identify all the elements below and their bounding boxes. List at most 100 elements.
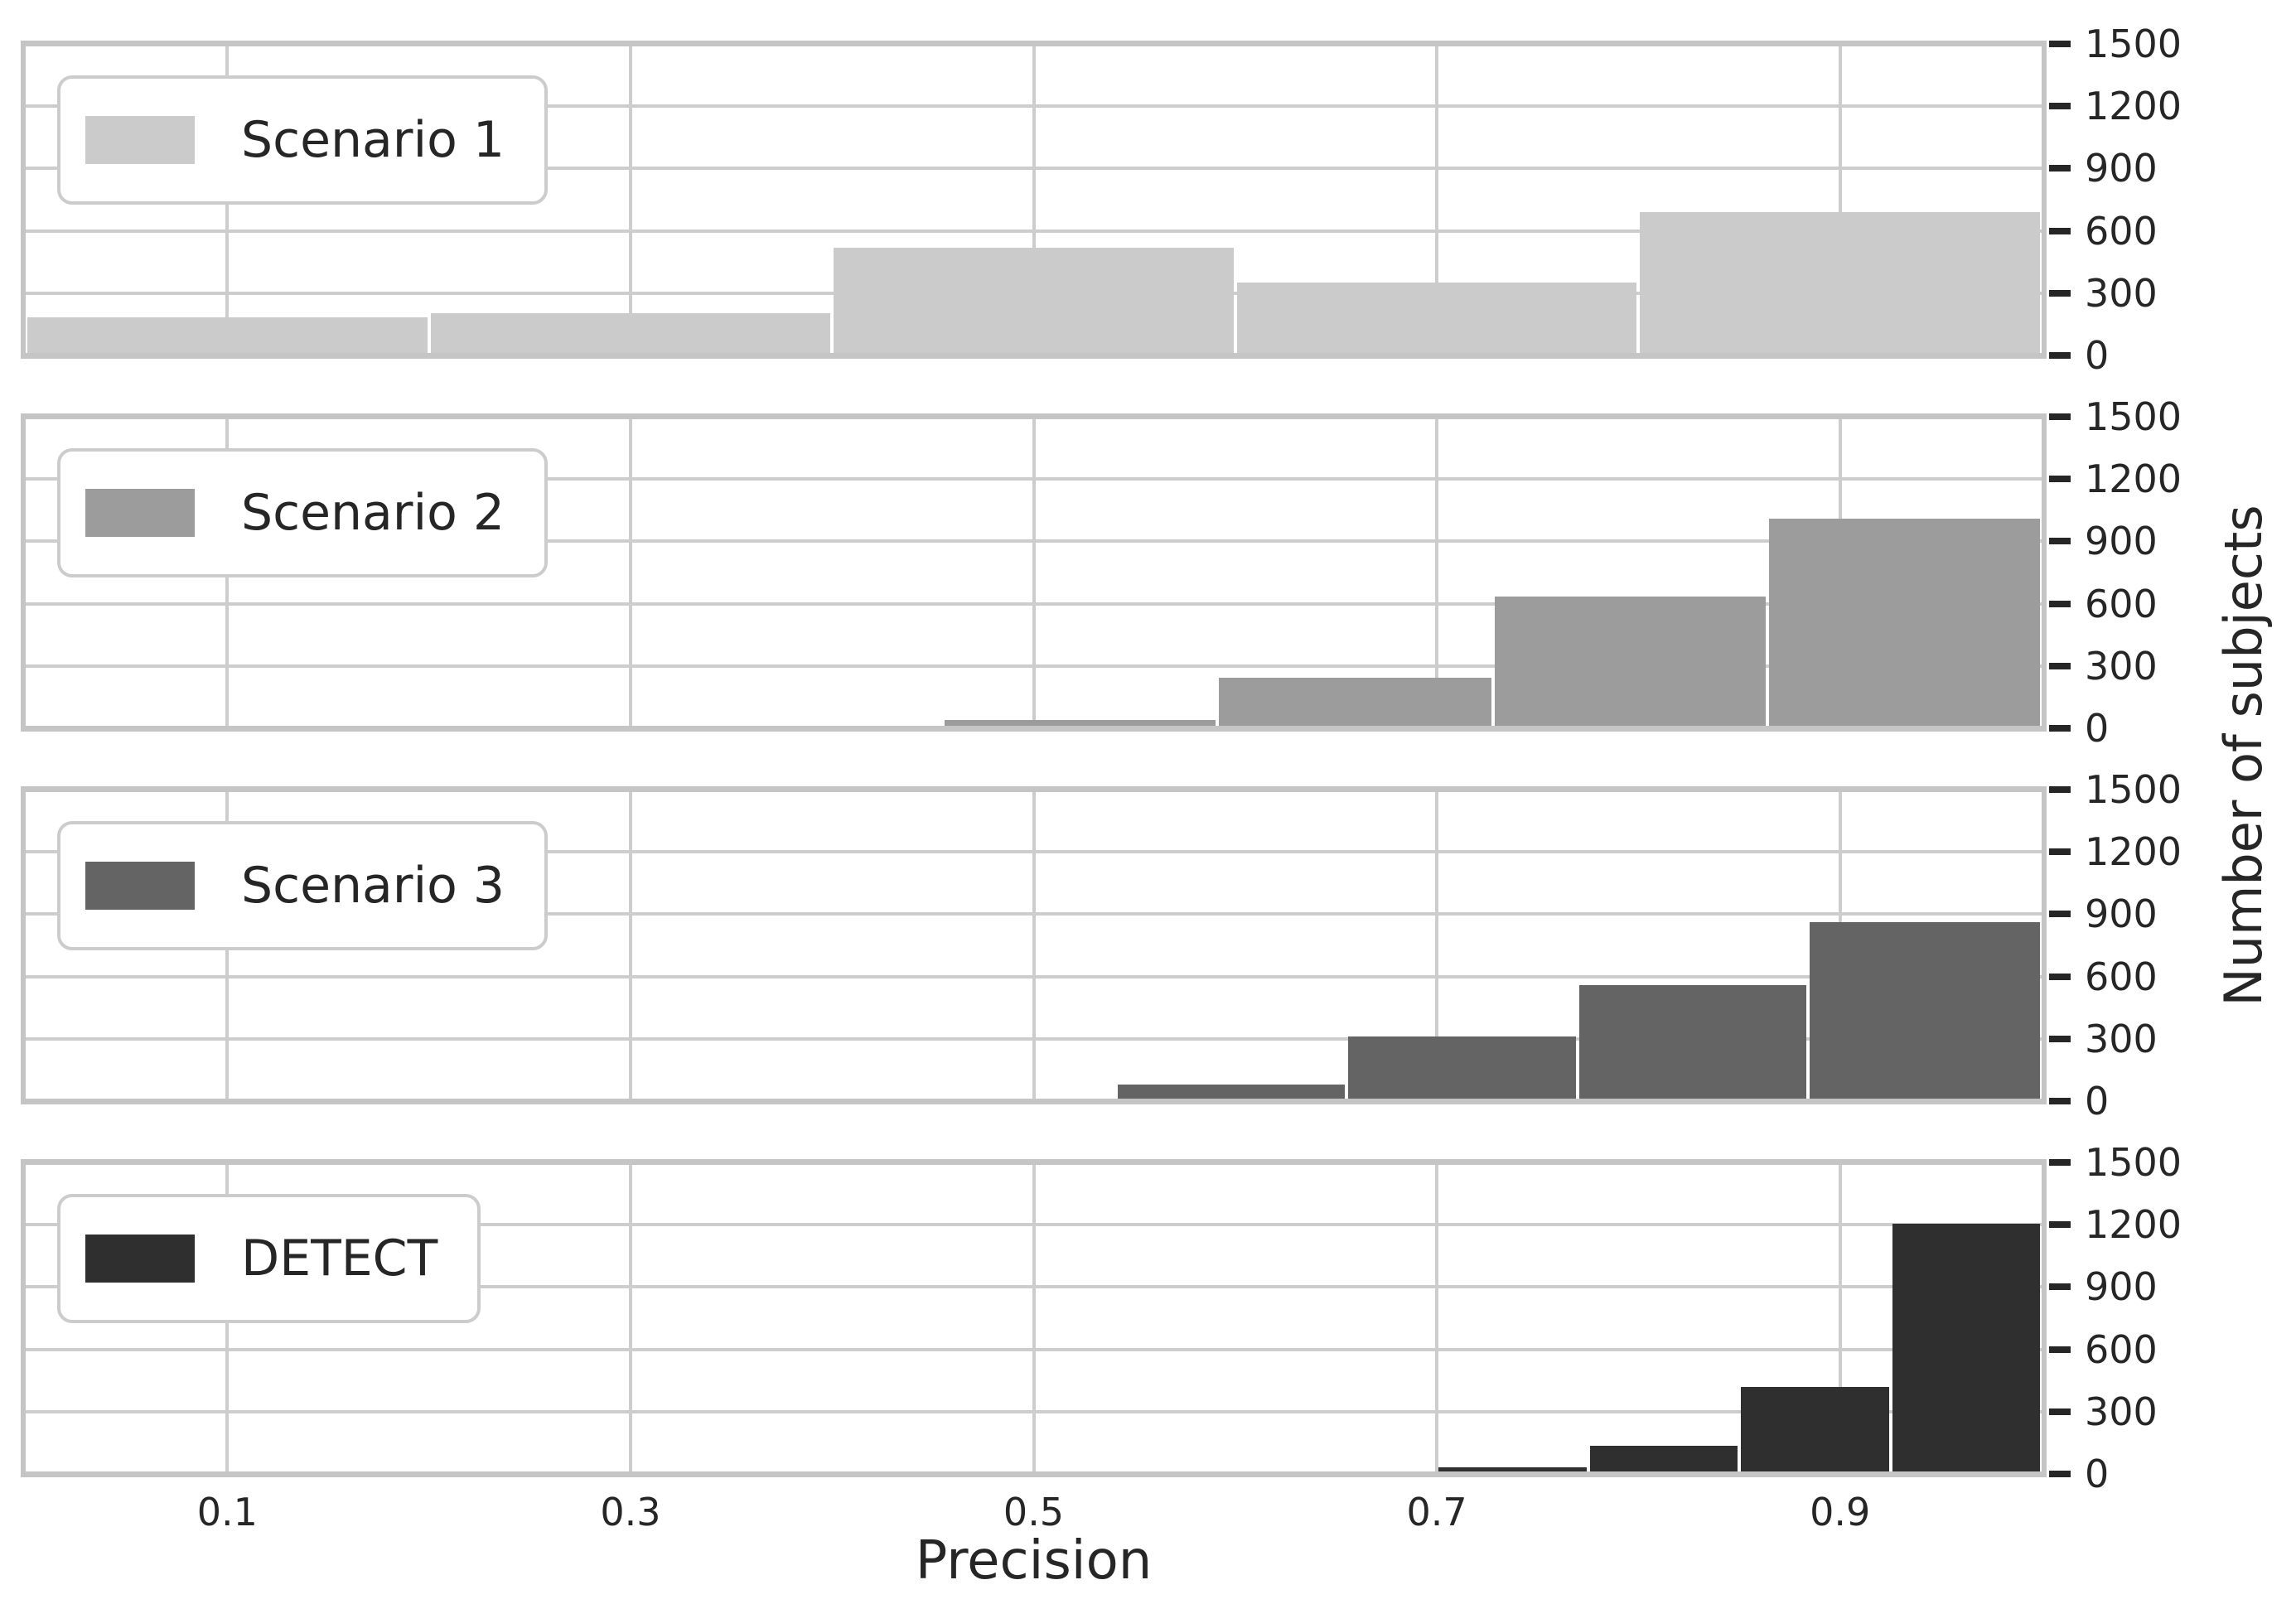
gridline-horizontal [26, 167, 2042, 171]
histogram-bar [27, 316, 428, 355]
y-tick-mark [2049, 1035, 2071, 1042]
histogram-bar [1640, 212, 2040, 355]
y-tick-label: 900 [2085, 146, 2158, 191]
y-tick-label: 300 [2085, 643, 2158, 689]
gridline-horizontal [26, 602, 2042, 606]
y-tick-mark [2049, 1471, 2071, 1477]
y-tick-label: 0 [2085, 333, 2110, 378]
gridline-vertical [628, 1162, 632, 1474]
x-tick-label: 0.7 [1406, 1490, 1467, 1534]
y-tick-label: 1200 [2085, 1202, 2182, 1248]
legend-swatch-scenario-3 [85, 862, 195, 910]
histogram-bar [1892, 1223, 2040, 1474]
y-tick-mark [2049, 786, 2071, 793]
gridline-horizontal [26, 1223, 2042, 1227]
y-tick-label: 300 [2085, 270, 2158, 316]
y-tick-mark [2049, 413, 2071, 420]
y-tick-mark [2049, 103, 2071, 110]
y-tick-label: 0 [2085, 706, 2110, 751]
y-tick-mark [2049, 476, 2071, 483]
legend-swatch-scenario-2 [85, 489, 195, 537]
gridline-horizontal [26, 104, 2042, 109]
gridline-horizontal [26, 1285, 2042, 1289]
gridline-horizontal [26, 1409, 2042, 1413]
y-tick-label: 1200 [2085, 829, 2182, 875]
gridline-horizontal [26, 664, 2042, 668]
gridline-horizontal [26, 477, 2042, 481]
axis-spine [21, 786, 2047, 792]
y-tick-mark [2049, 289, 2071, 297]
y-tick-mark [2049, 662, 2071, 669]
y-tick-mark [2049, 911, 2071, 918]
legend-scenario-3: Scenario 3 [57, 821, 549, 950]
gridline-vertical [1032, 44, 1036, 355]
gridline-vertical [1435, 1162, 1439, 1474]
axis-spine [21, 1162, 26, 1474]
y-tick-mark [2049, 1283, 2071, 1291]
subplot-detect: 0 300 600 900 1200 1500 DETECT [21, 1143, 2182, 1493]
axis-spine [21, 417, 26, 728]
axis-spine [2042, 790, 2047, 1101]
y-tick-mark [2049, 165, 2071, 172]
y-tick-mark [2049, 1098, 2071, 1104]
y-tick-label: 1500 [2085, 1140, 2182, 1185]
y-tick-label: 600 [2085, 208, 2158, 254]
gridline-vertical [1032, 1162, 1036, 1474]
axis-spine [21, 41, 2047, 46]
y-tick-label: 1500 [2085, 394, 2182, 439]
gridline-vertical [1838, 44, 1842, 355]
gridline-horizontal [26, 229, 2042, 233]
gridline-vertical [1435, 417, 1439, 728]
axis-spine [21, 1159, 2047, 1165]
x-axis-label: Precision [915, 1530, 1153, 1592]
y-tick-mark [2049, 41, 2071, 47]
gridline-vertical [628, 790, 632, 1101]
gridline-vertical [1838, 1162, 1842, 1474]
y-tick-label: 600 [2085, 1326, 2158, 1372]
gridline-horizontal [26, 539, 2042, 544]
histogram-bar [430, 312, 831, 355]
legend-scenario-1: Scenario 1 [57, 75, 549, 205]
histogram-bar [1347, 1036, 1577, 1101]
y-axis-label: Number of subjects [2213, 505, 2274, 1007]
y-tick-label: 600 [2085, 954, 2158, 999]
legend-label-scenario-3: Scenario 3 [241, 857, 505, 915]
histogram-bar [1579, 984, 1806, 1101]
subplot-scenario-3: 0 300 600 900 1200 1500 Scenario 3 [21, 771, 2182, 1120]
y-tick-mark [2049, 848, 2071, 856]
y-tick-label: 300 [2085, 1389, 2158, 1434]
axis-spine [21, 353, 2047, 359]
gridline-vertical [1435, 790, 1439, 1101]
histogram-bar [1236, 283, 1637, 355]
x-tick-label: 0.9 [1810, 1490, 1871, 1534]
axis-spine [2042, 44, 2047, 355]
y-tick-label: 1500 [2085, 22, 2182, 66]
axis-spine [21, 726, 2047, 732]
y-tick-mark [2049, 600, 2071, 607]
y-tick-label: 900 [2085, 1264, 2158, 1310]
axis-spine [21, 44, 26, 355]
y-tick-mark [2049, 973, 2071, 980]
y-tick-label: 0 [2085, 1452, 2110, 1496]
axis-spine [21, 1099, 2047, 1104]
axis-spine [2042, 417, 2047, 728]
y-tick-mark [2049, 1159, 2071, 1166]
y-tick-label: 1200 [2085, 84, 2182, 129]
legend-label-detect: DETECT [241, 1230, 438, 1288]
y-tick-label: 900 [2085, 519, 2158, 564]
legend-detect: DETECT [57, 1194, 481, 1323]
histogram-bar [834, 247, 1234, 355]
axis-spine [21, 413, 2047, 419]
y-tick-label: 0 [2085, 1079, 2110, 1123]
axis-spine [21, 790, 26, 1101]
histogram-bar [1769, 518, 2040, 728]
y-tick-label: 600 [2085, 581, 2158, 626]
histogram-bar [1495, 596, 1767, 728]
x-tick-label: 0.5 [1003, 1490, 1065, 1534]
y-tick-mark [2049, 1221, 2071, 1229]
y-tick-mark [2049, 538, 2071, 545]
gridline-vertical [1032, 790, 1036, 1101]
histogram-bar [1589, 1446, 1738, 1474]
histogram-bar [1809, 922, 2040, 1101]
